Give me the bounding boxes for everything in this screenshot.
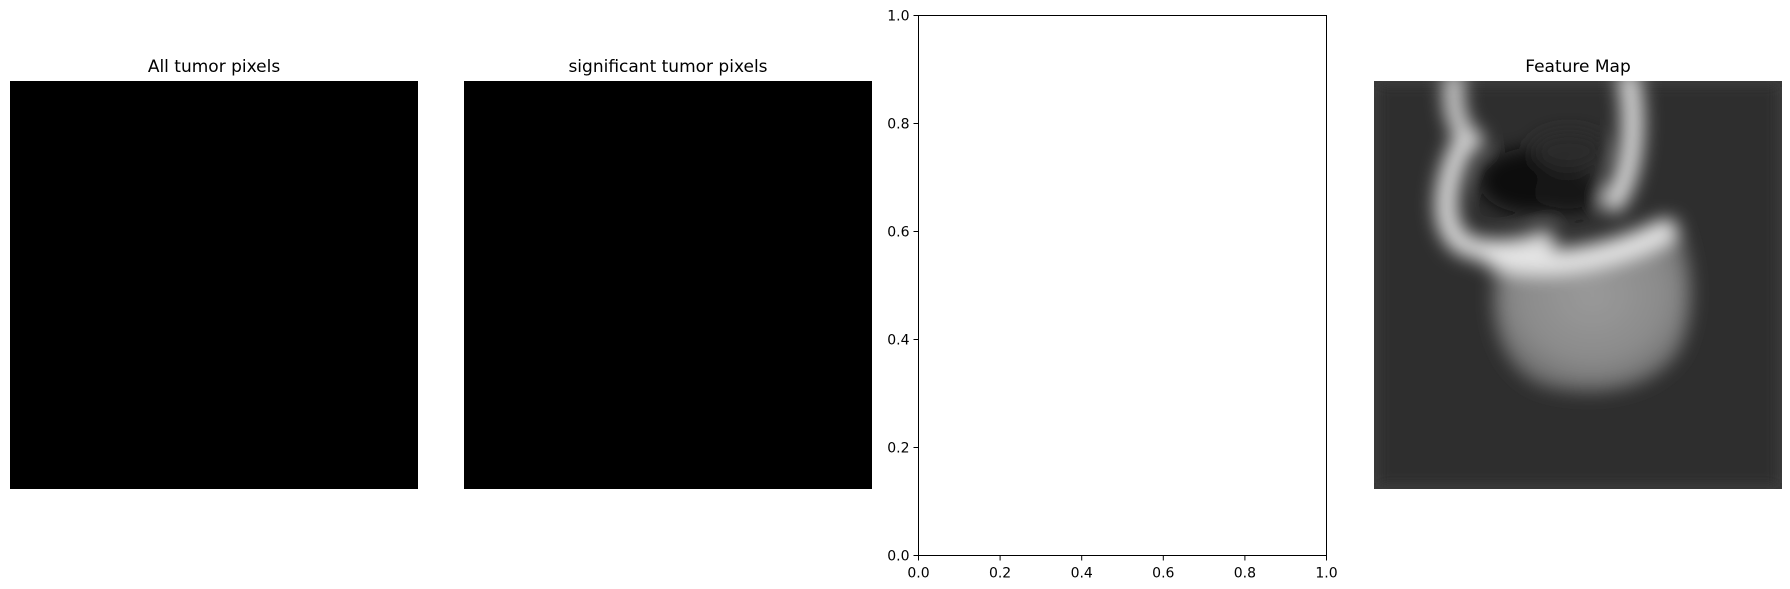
feature-map-top-left-stroke xyxy=(1443,81,1484,151)
x-tick-label: 0.6 xyxy=(1152,566,1174,582)
x-tick-label: 1.0 xyxy=(1315,566,1337,582)
x-tick-label: 0.0 xyxy=(907,566,929,582)
feature-map-image xyxy=(1374,81,1782,489)
x-tick-label: 0.8 xyxy=(1234,566,1256,582)
feature-map-left-arc xyxy=(1435,130,1555,262)
feature-map-middle-band xyxy=(1482,219,1676,274)
panel-1-title: All tumor pixels xyxy=(147,57,281,77)
panel-4-title: Feature Map xyxy=(1525,57,1631,77)
y-tick-label: 0.8 xyxy=(887,117,909,133)
y-tick-label: 0.4 xyxy=(887,333,909,349)
x-tick-label: 0.2 xyxy=(989,566,1011,582)
y-tick-label: 0.2 xyxy=(887,441,909,457)
x-axis-ticks: 0.0 0.2 0.4 0.6 0.8 1.0 xyxy=(907,555,1338,582)
feature-map-right-stroke xyxy=(1603,81,1644,212)
x-tick-label: 0.4 xyxy=(1071,566,1093,582)
axes-frame xyxy=(918,15,1327,556)
y-tick-label: 0.6 xyxy=(887,225,909,241)
y-tick-label: 1.0 xyxy=(887,9,909,25)
y-tick-label: 0.0 xyxy=(887,549,909,565)
significant-tumor-pixels-image xyxy=(464,81,872,489)
panel-2-title: significant tumor pixels xyxy=(568,57,768,77)
y-axis-ticks: 0.0 0.2 0.4 0.6 0.8 1.0 xyxy=(887,9,919,565)
all-tumor-pixels-image xyxy=(10,81,418,489)
